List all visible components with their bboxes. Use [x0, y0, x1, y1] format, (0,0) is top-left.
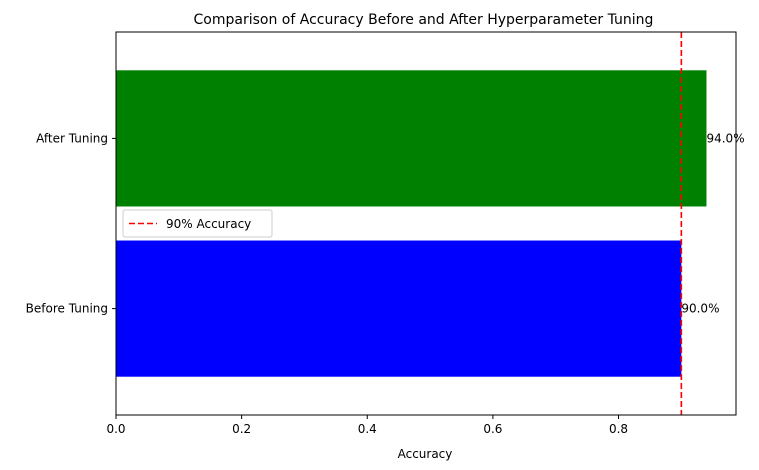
legend-entry: 90% Accuracy: [166, 217, 251, 231]
y-axis: Before Tuning After Tuning: [26, 131, 116, 316]
y-tick-label-before-tuning: Before Tuning: [26, 302, 108, 316]
legend-box: [122, 209, 273, 238]
value-label-after-tuning: 94.0%: [706, 131, 744, 145]
legend: 90% Accuracy: [122, 209, 273, 238]
value-labels-layer: 90.0% 94.0%: [681, 131, 744, 315]
x-tick-label: 0.8: [609, 422, 628, 436]
bar-after-tuning: [116, 70, 707, 207]
y-tick-label-after-tuning: After Tuning: [36, 131, 108, 145]
x-tick-label: 0.2: [232, 422, 251, 436]
plot-frame: [115, 31, 737, 416]
bars-layer: [116, 70, 707, 377]
x-tick-label: 0.4: [358, 422, 377, 436]
chart-title: Comparison of Accuracy Before and After …: [194, 12, 654, 28]
value-label-before-tuning: 90.0%: [681, 302, 719, 316]
bar-before-tuning: [116, 240, 682, 377]
x-tick-label: 0.0: [106, 422, 125, 436]
x-tick-label: 0.6: [483, 422, 502, 436]
x-axis-label: Accuracy: [398, 447, 453, 461]
x-axis: 0.0 0.2 0.4 0.6 0.8: [106, 415, 628, 436]
